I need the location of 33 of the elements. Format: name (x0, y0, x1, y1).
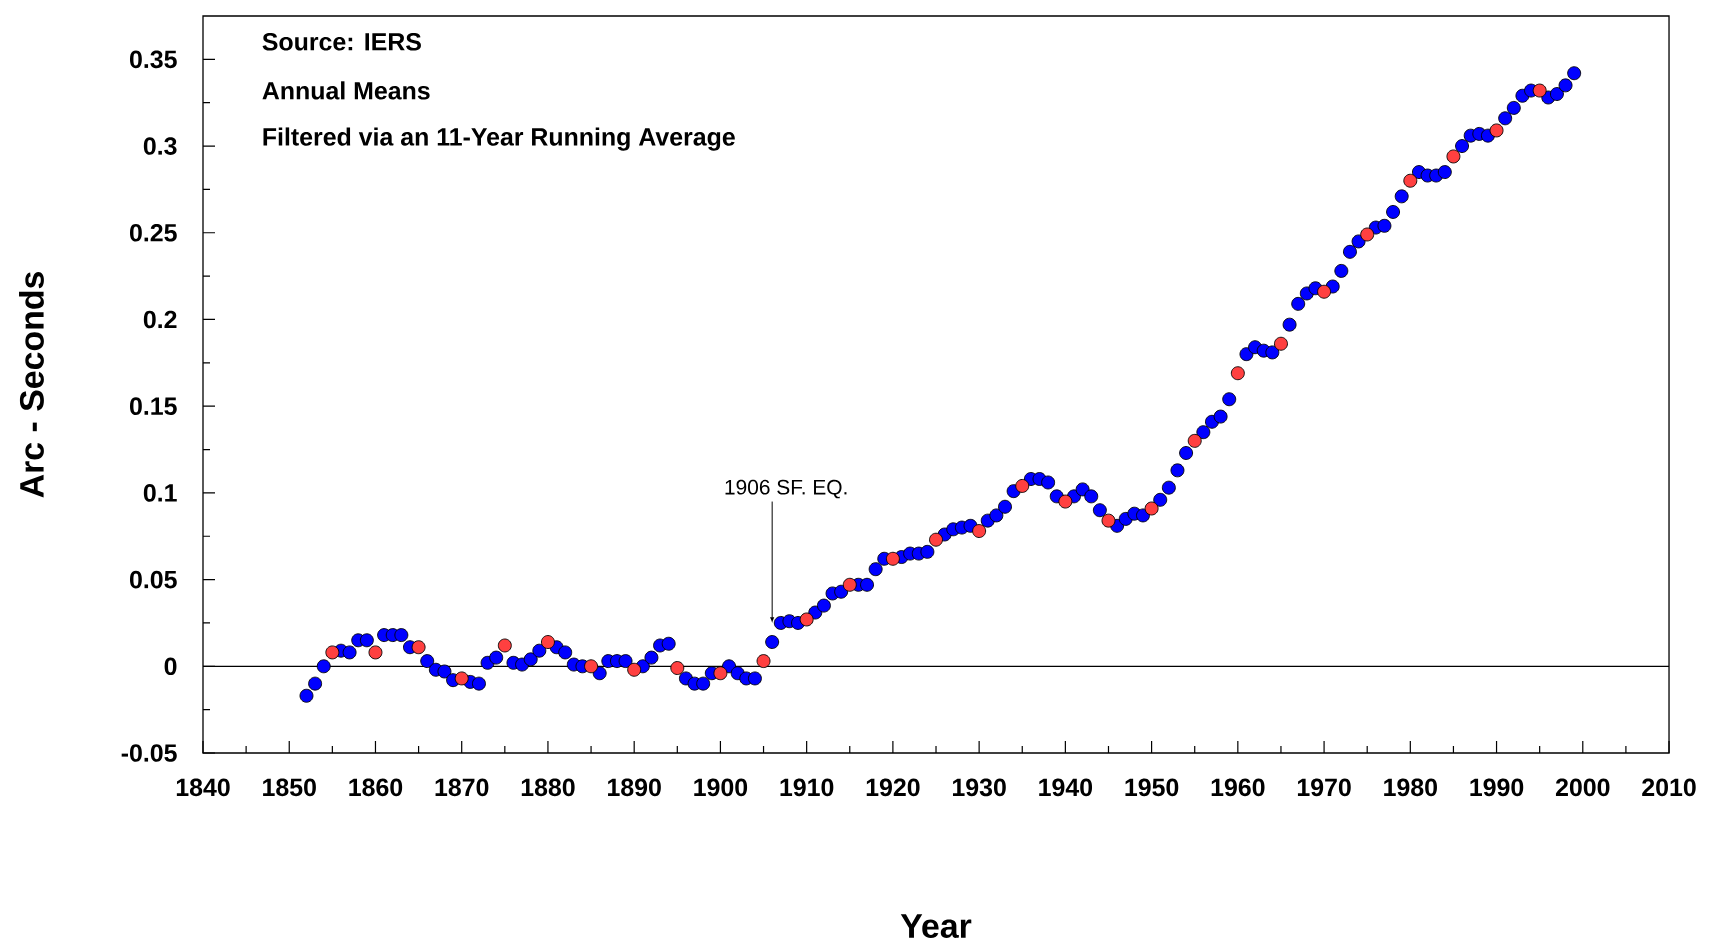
x-tick-label: 1960 (1211, 778, 1265, 797)
x-tick-label: 1990 (1470, 778, 1524, 797)
x-tick-label: 1900 (694, 778, 748, 797)
x-tick-label: 1950 (1125, 778, 1179, 797)
x-tick-label: 2010 (1642, 778, 1696, 797)
x-tick-label: 1920 (866, 778, 920, 797)
annotation: Source: IERS (262, 32, 421, 51)
y-tick-label: 0.35 (129, 50, 177, 69)
annotation: 1906 SF. EQ. (725, 479, 847, 499)
x-tick-label: 1930 (952, 778, 1006, 797)
x-tick-label: 1880 (521, 778, 575, 797)
annotation: Filtered via an 11-Year Running Average (263, 127, 735, 151)
x-tick-label: 1840 (176, 778, 230, 797)
y-tick-label: 0 (164, 657, 177, 676)
x-tick-label: 1860 (349, 778, 403, 797)
x-tick-label: 2000 (1555, 778, 1610, 797)
y-tick-label: 0.15 (129, 397, 177, 415)
y-tick-label: 0.25 (129, 223, 177, 242)
x-tick-label: 1980 (1384, 778, 1437, 797)
y-tick-label: 0.1 (143, 484, 177, 502)
x-tick-label: 1940 (1039, 778, 1093, 797)
y-tick-label: -0.05 (121, 744, 177, 762)
y-tick-label: 0.2 (143, 310, 177, 329)
x-axis-title: Year (900, 914, 972, 939)
y-axis-title: Arc - Seconds (19, 272, 44, 498)
y-tick-label: 0.3 (143, 137, 177, 155)
x-tick-label: 1850 (263, 778, 316, 797)
x-tick-label: 1870 (435, 778, 489, 797)
x-tick-label: 1970 (1297, 778, 1351, 797)
annotation: Annual Means (262, 81, 430, 100)
x-tick-label: 1890 (608, 778, 661, 797)
x-tick-label: 1910 (780, 778, 834, 797)
y-tick-label: 0.05 (129, 570, 177, 589)
